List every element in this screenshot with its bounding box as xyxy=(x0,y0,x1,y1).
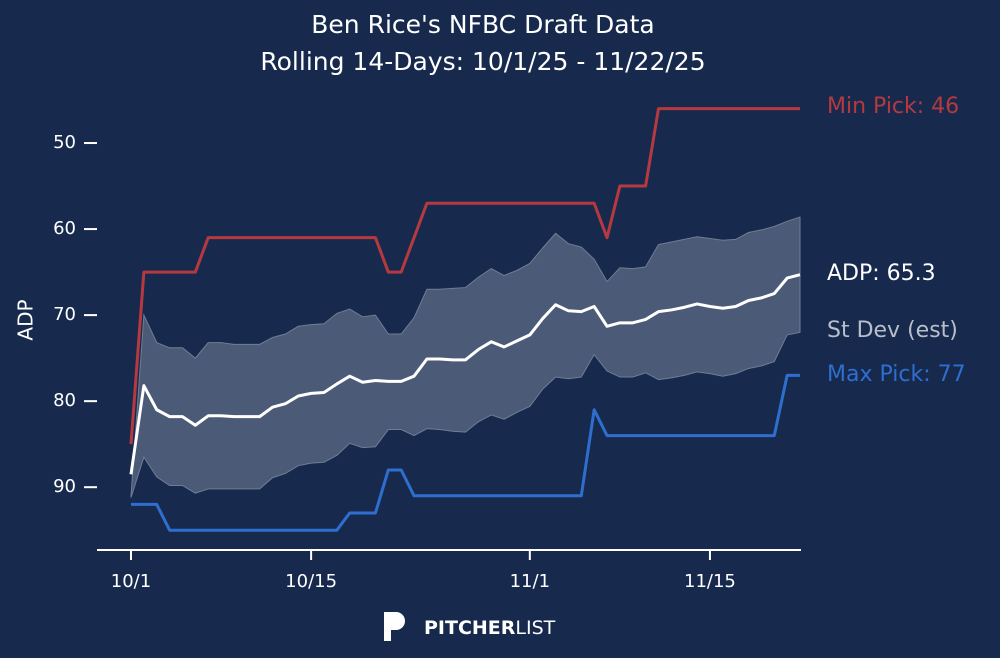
x-tick-label: 11/1 xyxy=(510,571,550,592)
series-line xyxy=(129,107,800,445)
logo-bold: PITCHER xyxy=(424,617,516,639)
logo: PITCHERLIST xyxy=(384,612,556,641)
y-tick-label: 90 xyxy=(53,476,76,497)
legend-label: St Dev (est) xyxy=(827,318,958,343)
legend-label: Min Pick: 46 xyxy=(827,94,959,119)
y-tick-label: 70 xyxy=(53,304,76,325)
logo-light: LIST xyxy=(515,617,555,639)
x-tick-label: 11/15 xyxy=(684,571,736,592)
y-tick-label: 50 xyxy=(53,132,76,153)
y-tick-label: 60 xyxy=(53,218,76,239)
band xyxy=(130,216,801,498)
series-line xyxy=(131,373,800,532)
y-axis-label: ADP xyxy=(14,299,38,340)
logo-icon xyxy=(384,612,405,641)
legend-label: ADP: 65.3 xyxy=(827,261,936,286)
chart-subtitle: Rolling 14-Days: 10/1/25 - 11/22/25 xyxy=(260,47,705,76)
x-tick-label: 10/1 xyxy=(111,571,151,592)
legend-label: Max Pick: 77 xyxy=(827,362,966,387)
logo-text: PITCHERLIST xyxy=(424,617,556,639)
series-line xyxy=(129,273,801,475)
x-tick-label: 10/15 xyxy=(285,571,337,592)
chart-title: Ben Rice's NFBC Draft Data xyxy=(311,10,654,39)
y-tick-label: 80 xyxy=(53,390,76,411)
